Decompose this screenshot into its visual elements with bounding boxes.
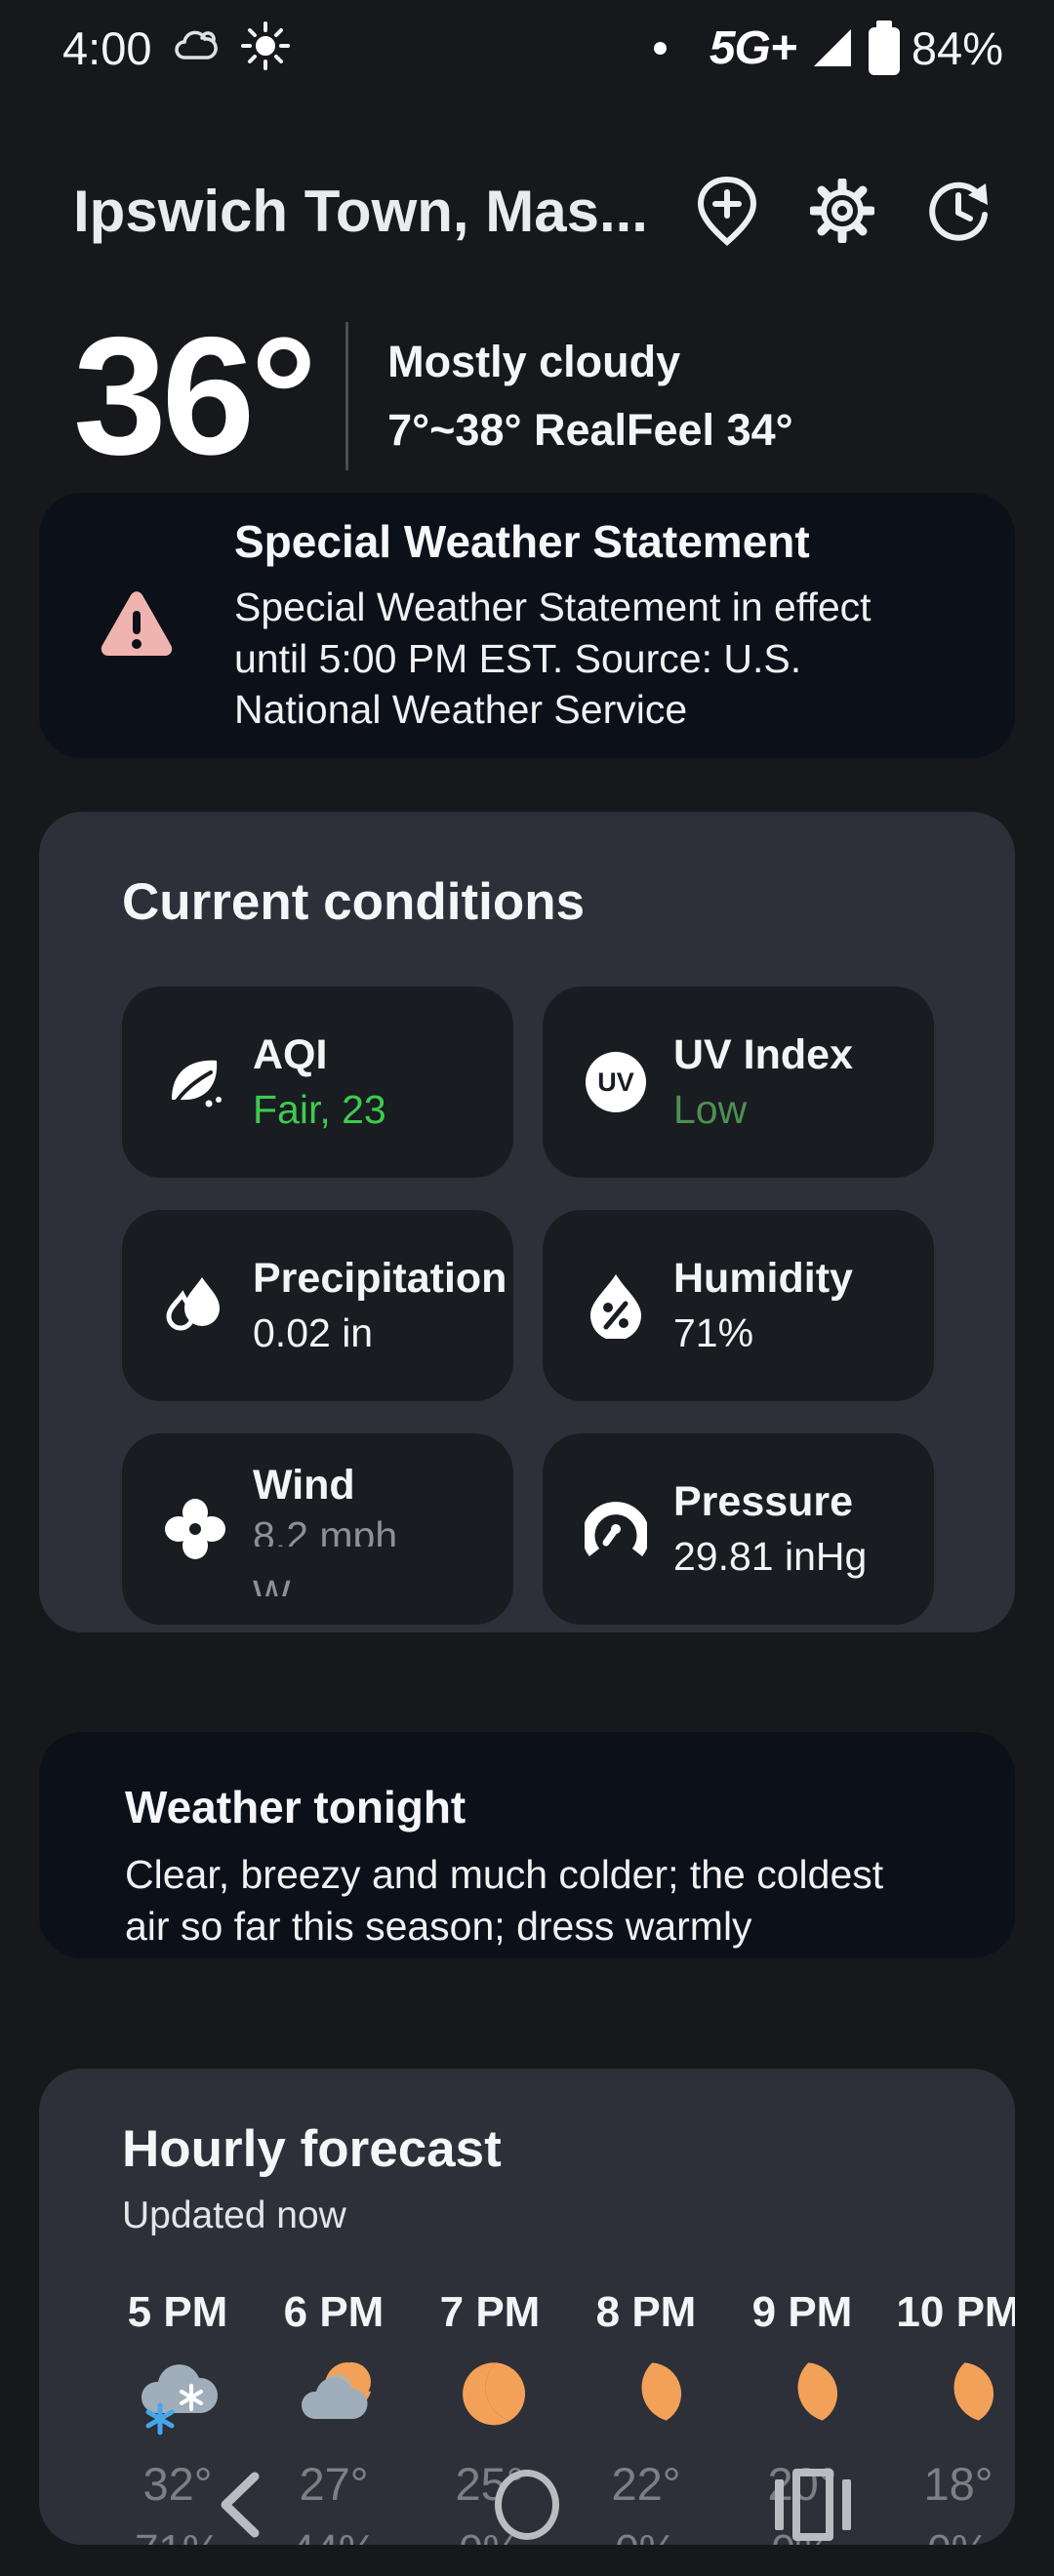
- sun-notification-icon: [241, 20, 291, 75]
- hour-temp: 18°: [923, 2458, 993, 2510]
- snow-cloud-icon: [131, 2345, 224, 2446]
- app-header: Ipswich Town, Mas...: [73, 154, 990, 267]
- fan-icon: [163, 1498, 227, 1560]
- pressure-tile[interactable]: Pressure 29.81 inHg: [543, 1433, 934, 1625]
- system-navigation-bar: [0, 2451, 1054, 2558]
- back-button[interactable]: [161, 2451, 317, 2558]
- tonight-title: Weather tonight: [125, 1782, 466, 1832]
- tile-label: Precipitation: [253, 1255, 507, 1302]
- tile-label: AQI: [253, 1031, 328, 1078]
- wind-value-scrolling: 8.2 mph: [253, 1513, 398, 1547]
- back-icon: [221, 2472, 260, 2538]
- hour-time: 8 PM: [595, 2288, 697, 2336]
- network-type: 5G+: [709, 21, 797, 74]
- divider: [345, 322, 349, 470]
- hour-column[interactable]: 6 PM 27° 44%: [256, 2288, 412, 2545]
- cloud-moon-icon: [287, 2345, 381, 2446]
- leaf-icon: [163, 1051, 227, 1113]
- tile-value: 0.02 in: [253, 1310, 374, 1355]
- hourly-updated: Updated now: [122, 2194, 346, 2236]
- tonight-body: Clear, breezy and much colder; the colde…: [125, 1852, 884, 1950]
- conditions-title: Current conditions: [122, 873, 586, 931]
- cloud-notification-icon: [173, 28, 220, 68]
- tile-label: Pressure: [673, 1478, 854, 1525]
- raindrops-icon: [163, 1273, 227, 1338]
- warning-triangle-icon: [99, 589, 175, 663]
- tile-value: Fair, 23: [253, 1087, 386, 1132]
- humidity-tile[interactable]: Humidity 71%: [543, 1210, 934, 1401]
- hourly-forecast-card: Hourly forecast Updated now 5 PM 32° 71%: [39, 2069, 1015, 2545]
- recents-button[interactable]: [735, 2451, 891, 2558]
- hour-column[interactable]: 8 PM 22° 0%: [568, 2288, 724, 2545]
- range-realfeel: 7°~38° RealFeel 34°: [387, 405, 793, 455]
- location-title[interactable]: Ipswich Town, Mas...: [73, 178, 648, 244]
- signal-icon: [813, 29, 851, 66]
- current-conditions-summary: 36° Mostly cloudy 7°~38° RealFeel 34°: [73, 301, 1015, 492]
- aqi-tile[interactable]: AQI Fair, 23: [122, 986, 513, 1178]
- moon-icon: [763, 2345, 841, 2446]
- special-weather-statement-card[interactable]: Special Weather Statement Special Weathe…: [39, 493, 1015, 758]
- hour-precip: 71%: [135, 2526, 221, 2545]
- hourly-scroll-row[interactable]: 5 PM 32° 71% 6 PM: [39, 2288, 1015, 2545]
- hour-temp: 32°: [142, 2458, 213, 2510]
- gauge-icon: [584, 1500, 648, 1558]
- moon-icon: [451, 2345, 529, 2446]
- battery-icon: [868, 20, 900, 75]
- refresh-history-icon[interactable]: [927, 180, 990, 242]
- status-bar: 4:00 5G+ 84%: [62, 14, 1003, 82]
- settings-gear-icon[interactable]: [810, 179, 874, 243]
- add-location-icon[interactable]: [697, 176, 757, 246]
- hour-temp: 27°: [299, 2458, 369, 2510]
- wind-direction-scrolling: W: [253, 1572, 291, 1596]
- hour-temp: 22°: [611, 2458, 681, 2510]
- condition-text: Mostly cloudy: [387, 337, 681, 386]
- home-button[interactable]: [449, 2451, 605, 2558]
- moon-icon: [919, 2345, 997, 2446]
- status-dot: [653, 41, 667, 55]
- recents-icon: [775, 2469, 851, 2541]
- wind-tile[interactable]: Wind 8.2 mph W: [122, 1433, 513, 1625]
- hour-precip: 44%: [291, 2526, 377, 2545]
- tile-value: 29.81 inHg: [673, 1534, 868, 1579]
- hour-time: 7 PM: [439, 2288, 541, 2336]
- weather-tonight-card[interactable]: Weather tonight Clear, breezy and much c…: [39, 1732, 1015, 1958]
- clock: 4:00: [62, 21, 152, 74]
- current-conditions-card: Current conditions AQI Fair, 23 UV UV In…: [39, 812, 1015, 1632]
- hour-column[interactable]: 10 PM 18° 0%: [880, 2288, 1015, 2545]
- hour-time: 9 PM: [751, 2288, 853, 2336]
- hour-column[interactable]: 5 PM 32° 71%: [100, 2288, 256, 2545]
- hour-precip: 0%: [615, 2526, 677, 2545]
- tile-label: UV Index: [673, 1031, 853, 1078]
- alert-body: Special Weather Statement in effect unti…: [234, 584, 872, 733]
- humidity-drop-icon: [584, 1272, 648, 1339]
- hour-time: 5 PM: [127, 2288, 228, 2336]
- alert-title: Special Weather Statement: [234, 516, 810, 568]
- hour-precip: 0%: [927, 2526, 990, 2545]
- tile-value: Low: [673, 1087, 748, 1132]
- hourly-title: Hourly forecast: [122, 2120, 502, 2178]
- precipitation-tile[interactable]: Precipitation 0.02 in: [122, 1210, 513, 1401]
- tile-label: Humidity: [673, 1255, 853, 1302]
- moon-icon: [607, 2345, 685, 2446]
- battery-percent: 84%: [911, 21, 1003, 74]
- hour-time: 10 PM: [896, 2288, 1015, 2336]
- home-icon: [495, 2470, 559, 2540]
- uv-icon: UV: [584, 1052, 648, 1112]
- tile-label: Wind: [253, 1462, 355, 1509]
- current-temp: 36°: [73, 302, 317, 490]
- hour-time: 6 PM: [283, 2288, 385, 2336]
- uv-tile[interactable]: UV UV Index Low: [543, 986, 934, 1178]
- tile-value: 71%: [673, 1310, 754, 1355]
